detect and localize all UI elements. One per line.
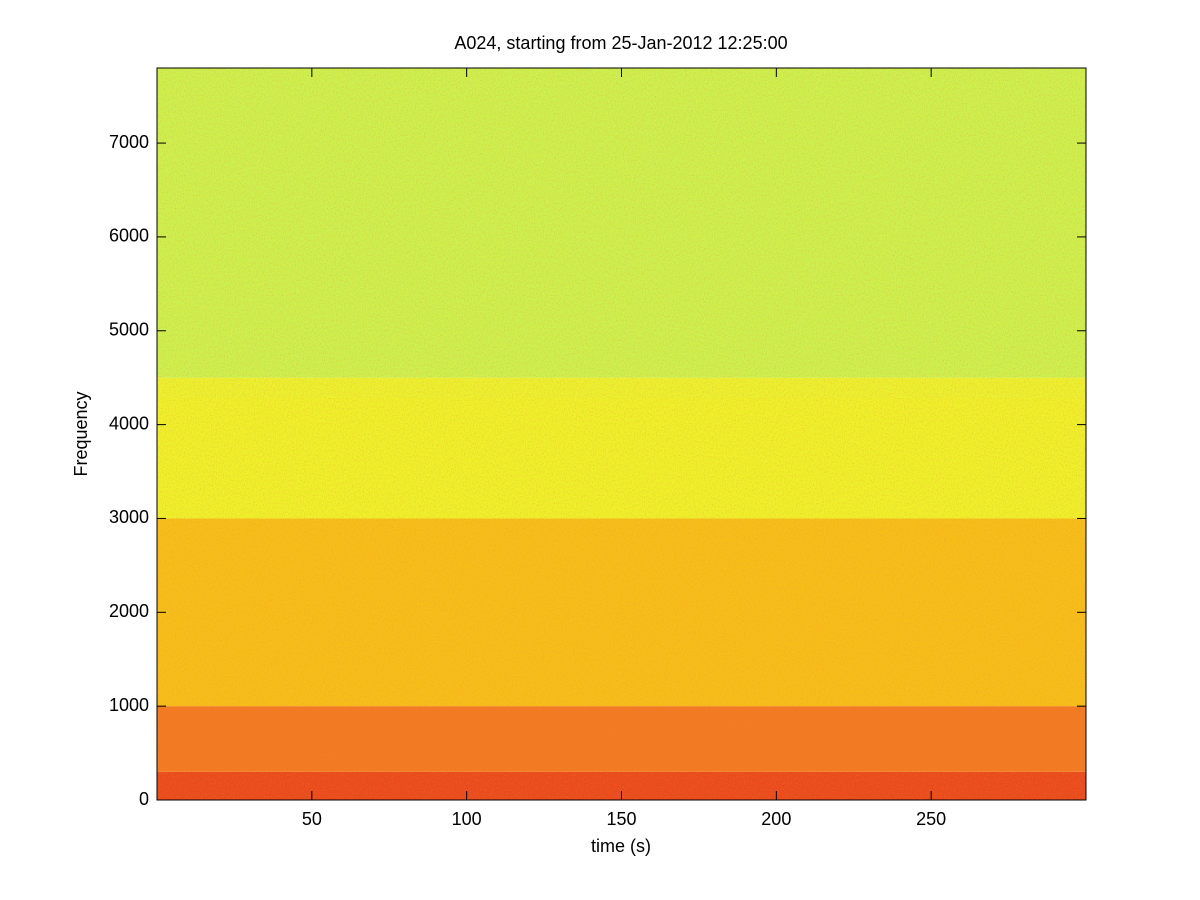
y-tick-label: 0 bbox=[139, 789, 149, 809]
x-axis-label: time (s) bbox=[591, 836, 651, 856]
x-tick-label: 150 bbox=[606, 809, 636, 829]
x-tick-label: 250 bbox=[916, 809, 946, 829]
texture-top bbox=[157, 68, 1086, 398]
y-tick-label: 5000 bbox=[109, 320, 149, 340]
chart-title: A024, starting from 25-Jan-2012 12:25:00 bbox=[454, 33, 787, 53]
x-tick-label: 50 bbox=[302, 809, 322, 829]
y-tick-label: 6000 bbox=[109, 226, 149, 246]
y-tick-label: 7000 bbox=[109, 132, 149, 152]
y-tick-label: 1000 bbox=[109, 695, 149, 715]
y-tick-label: 3000 bbox=[109, 507, 149, 527]
x-tick-label: 200 bbox=[761, 809, 791, 829]
x-tick-label: 100 bbox=[452, 809, 482, 829]
y-tick-label: 2000 bbox=[109, 601, 149, 621]
y-axis-label: Frequency bbox=[71, 391, 91, 476]
y-tick-label: 4000 bbox=[109, 413, 149, 433]
